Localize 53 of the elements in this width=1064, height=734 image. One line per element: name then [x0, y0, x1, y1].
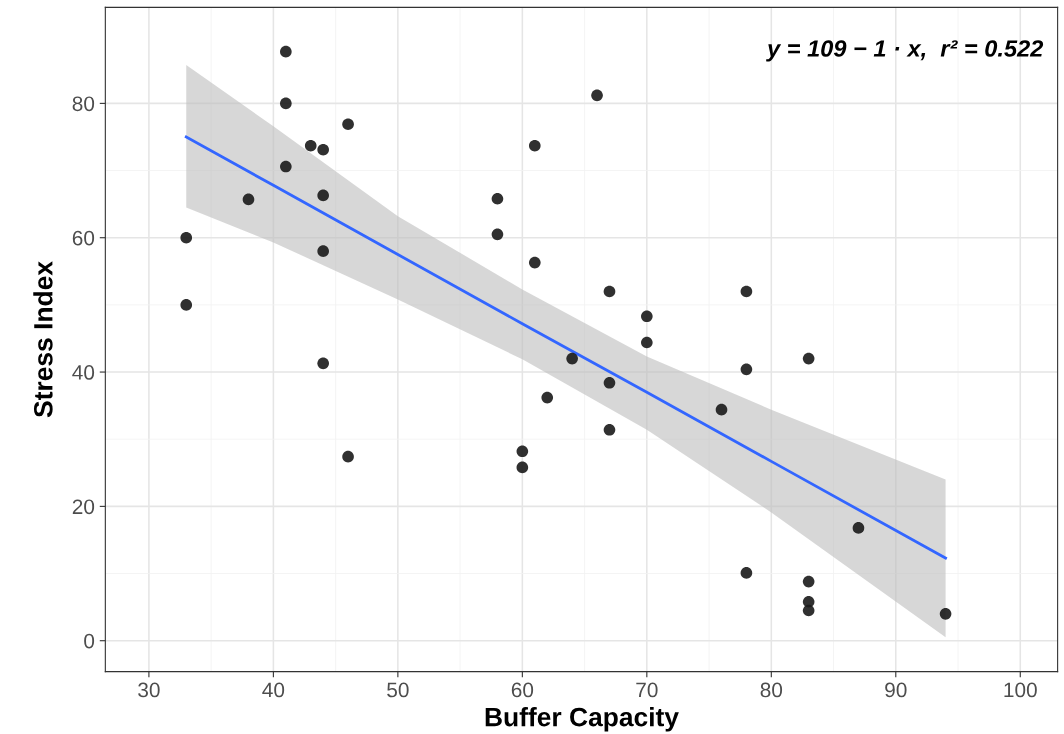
y-tick-label: 80	[72, 96, 95, 112]
point	[516, 461, 529, 474]
x-tick-label: 70	[636, 682, 658, 698]
point	[603, 285, 616, 298]
point	[541, 391, 554, 404]
point	[603, 424, 616, 436]
annotation: y = 109 − 1 · x, r² = 0.522	[766, 40, 1044, 62]
x-tick-label: 40	[262, 682, 285, 698]
point	[802, 352, 815, 365]
point	[280, 160, 292, 173]
point	[939, 608, 952, 620]
point	[802, 604, 815, 617]
point	[180, 299, 193, 311]
point	[641, 310, 653, 323]
point	[317, 189, 329, 202]
point	[740, 285, 753, 298]
line-series	[184, 135, 947, 560]
x-tick-label: 50	[387, 682, 409, 698]
point	[566, 352, 578, 365]
point	[342, 450, 354, 463]
y-tick-label: 60	[72, 230, 95, 246]
point	[528, 256, 541, 269]
x-tick-label: 90	[885, 682, 907, 698]
point	[317, 357, 329, 370]
point	[591, 89, 603, 102]
x-axis-title: Buffer Capacity	[485, 707, 679, 732]
point	[715, 403, 728, 416]
point	[317, 143, 329, 156]
point	[802, 575, 815, 588]
point	[852, 522, 865, 534]
x-tick-label: 80	[760, 682, 783, 698]
point	[491, 228, 504, 241]
point	[603, 376, 616, 389]
point	[516, 445, 529, 458]
x-tick-label: 100	[1004, 682, 1037, 698]
point	[180, 231, 193, 244]
y-axis-title: Stress Index	[33, 261, 53, 418]
point	[491, 192, 504, 205]
x-tick-label: 30	[138, 682, 160, 698]
point	[280, 45, 292, 58]
point	[242, 193, 255, 206]
x-tick-label: 60	[511, 682, 534, 698]
point	[304, 139, 317, 152]
point	[641, 336, 653, 349]
point	[740, 363, 753, 376]
y-tick-label: 40	[72, 365, 95, 380]
point	[342, 118, 354, 131]
y-tick-label: 0	[84, 633, 95, 649]
y-tick-label: 20	[72, 499, 95, 515]
point	[280, 97, 292, 110]
point	[740, 567, 753, 579]
point	[317, 245, 329, 257]
point	[528, 139, 541, 152]
